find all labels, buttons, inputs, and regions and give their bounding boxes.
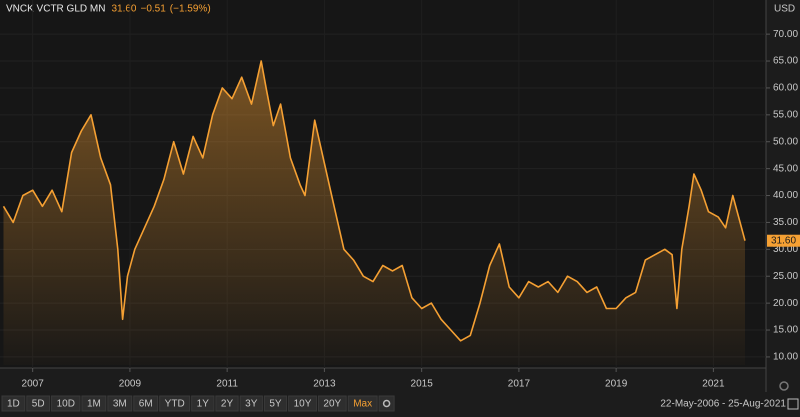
- price-change-pct: (−1.59%): [170, 4, 211, 15]
- calendar-button[interactable]: [787, 398, 799, 410]
- settings-button-icon[interactable]: [382, 399, 391, 408]
- range-button[interactable]: 3Y: [239, 395, 263, 412]
- range-button[interactable]: YTD: [159, 395, 191, 412]
- range-button[interactable]: 2Y: [215, 395, 239, 412]
- y-tick-label: 15.00: [773, 325, 798, 336]
- range-button-bg[interactable]: [51, 395, 81, 412]
- range-button[interactable]: 6M: [133, 395, 159, 412]
- range-button[interactable]: 5D: [26, 395, 51, 412]
- settings-icon[interactable]: [779, 381, 789, 391]
- last-price-label: 31.60: [771, 235, 796, 246]
- range-button[interactable]: 1D: [1, 395, 26, 412]
- price-line: [2, 60, 746, 342]
- range-button[interactable]: 1Y: [191, 395, 215, 412]
- range-button-label[interactable]: Max: [353, 399, 372, 410]
- y-tick-label: 55.00: [773, 109, 798, 120]
- range-button-bg[interactable]: [81, 395, 107, 412]
- range-button-bg[interactable]: [317, 395, 347, 412]
- range-button-label[interactable]: 1M: [87, 399, 101, 410]
- range-button[interactable]: 20Y: [317, 395, 347, 412]
- y-tick-label: 50.00: [773, 136, 798, 147]
- y-tick-label: 45.00: [773, 163, 798, 174]
- range-button-label[interactable]: 3Y: [245, 399, 258, 410]
- x-tick-label: 2015: [411, 379, 434, 390]
- y-tick-label: 70.00: [773, 29, 798, 40]
- range-button-bg[interactable]: [159, 395, 191, 412]
- range-button-label[interactable]: 10Y: [294, 399, 312, 410]
- x-tick-label: 2013: [313, 379, 336, 390]
- instrument-name: VNCK VCTR GLD MN: [6, 4, 105, 15]
- last-price: 31.60: [111, 4, 136, 15]
- area-fill: [3, 61, 745, 365]
- range-button-bg[interactable]: [133, 395, 159, 412]
- y-tick-label: 20.00: [773, 298, 798, 309]
- range-button[interactable]: 10Y: [288, 395, 317, 412]
- x-tick-label: 2011: [216, 379, 238, 390]
- range-button-label[interactable]: 3M: [113, 399, 127, 410]
- range-button-label[interactable]: 20Y: [323, 399, 341, 410]
- settings-button[interactable]: [378, 395, 395, 412]
- y-tick-label: 10.00: [773, 352, 798, 363]
- range-button[interactable]: 1M: [81, 395, 107, 412]
- currency: USD: [774, 4, 795, 15]
- x-tick-label: 2019: [605, 379, 628, 390]
- y-tick-label: 30.00: [773, 244, 798, 255]
- range-button-label[interactable]: 5D: [32, 399, 45, 410]
- range-button-label[interactable]: 10D: [57, 399, 75, 410]
- x-tick-label: 2021: [702, 379, 725, 390]
- range-button-label[interactable]: 2Y: [221, 399, 234, 410]
- range-button-bg[interactable]: [107, 395, 133, 412]
- x-tick-label: 2009: [119, 379, 142, 390]
- last-price-marker: [767, 234, 800, 247]
- range-button-bg[interactable]: [288, 395, 317, 412]
- range-button[interactable]: Max: [347, 395, 378, 412]
- x-tick-label: 2017: [508, 379, 531, 390]
- range-button-bg[interactable]: [263, 395, 288, 412]
- range-button-bg[interactable]: [191, 395, 215, 412]
- range-button-label[interactable]: 1D: [7, 399, 20, 410]
- range-button-bg[interactable]: [26, 395, 51, 412]
- range-button-bg[interactable]: [347, 395, 378, 412]
- range-button[interactable]: 10D: [51, 395, 81, 412]
- y-tick-label: 40.00: [773, 190, 798, 201]
- date-range: 22-May-2006 - 25-Aug-2021: [660, 399, 786, 410]
- x-tick-label: 2007: [22, 379, 45, 390]
- range-button-bg[interactable]: [215, 395, 239, 412]
- range-button-label[interactable]: 6M: [139, 399, 153, 410]
- price-change: −0.51: [140, 4, 166, 15]
- y-tick-label: 35.00: [773, 217, 798, 228]
- range-button[interactable]: 3M: [107, 395, 133, 412]
- range-button-label[interactable]: 5Y: [269, 399, 282, 410]
- range-button[interactable]: 5Y: [263, 395, 288, 412]
- y-tick-label: 25.00: [773, 271, 798, 282]
- y-tick-label: 60.00: [773, 83, 798, 94]
- range-button-label[interactable]: YTD: [165, 399, 185, 410]
- y-tick-label: 65.00: [773, 56, 798, 67]
- range-button-bg[interactable]: [1, 395, 26, 412]
- range-button-label[interactable]: 1Y: [197, 399, 210, 410]
- range-button-bg[interactable]: [239, 395, 263, 412]
